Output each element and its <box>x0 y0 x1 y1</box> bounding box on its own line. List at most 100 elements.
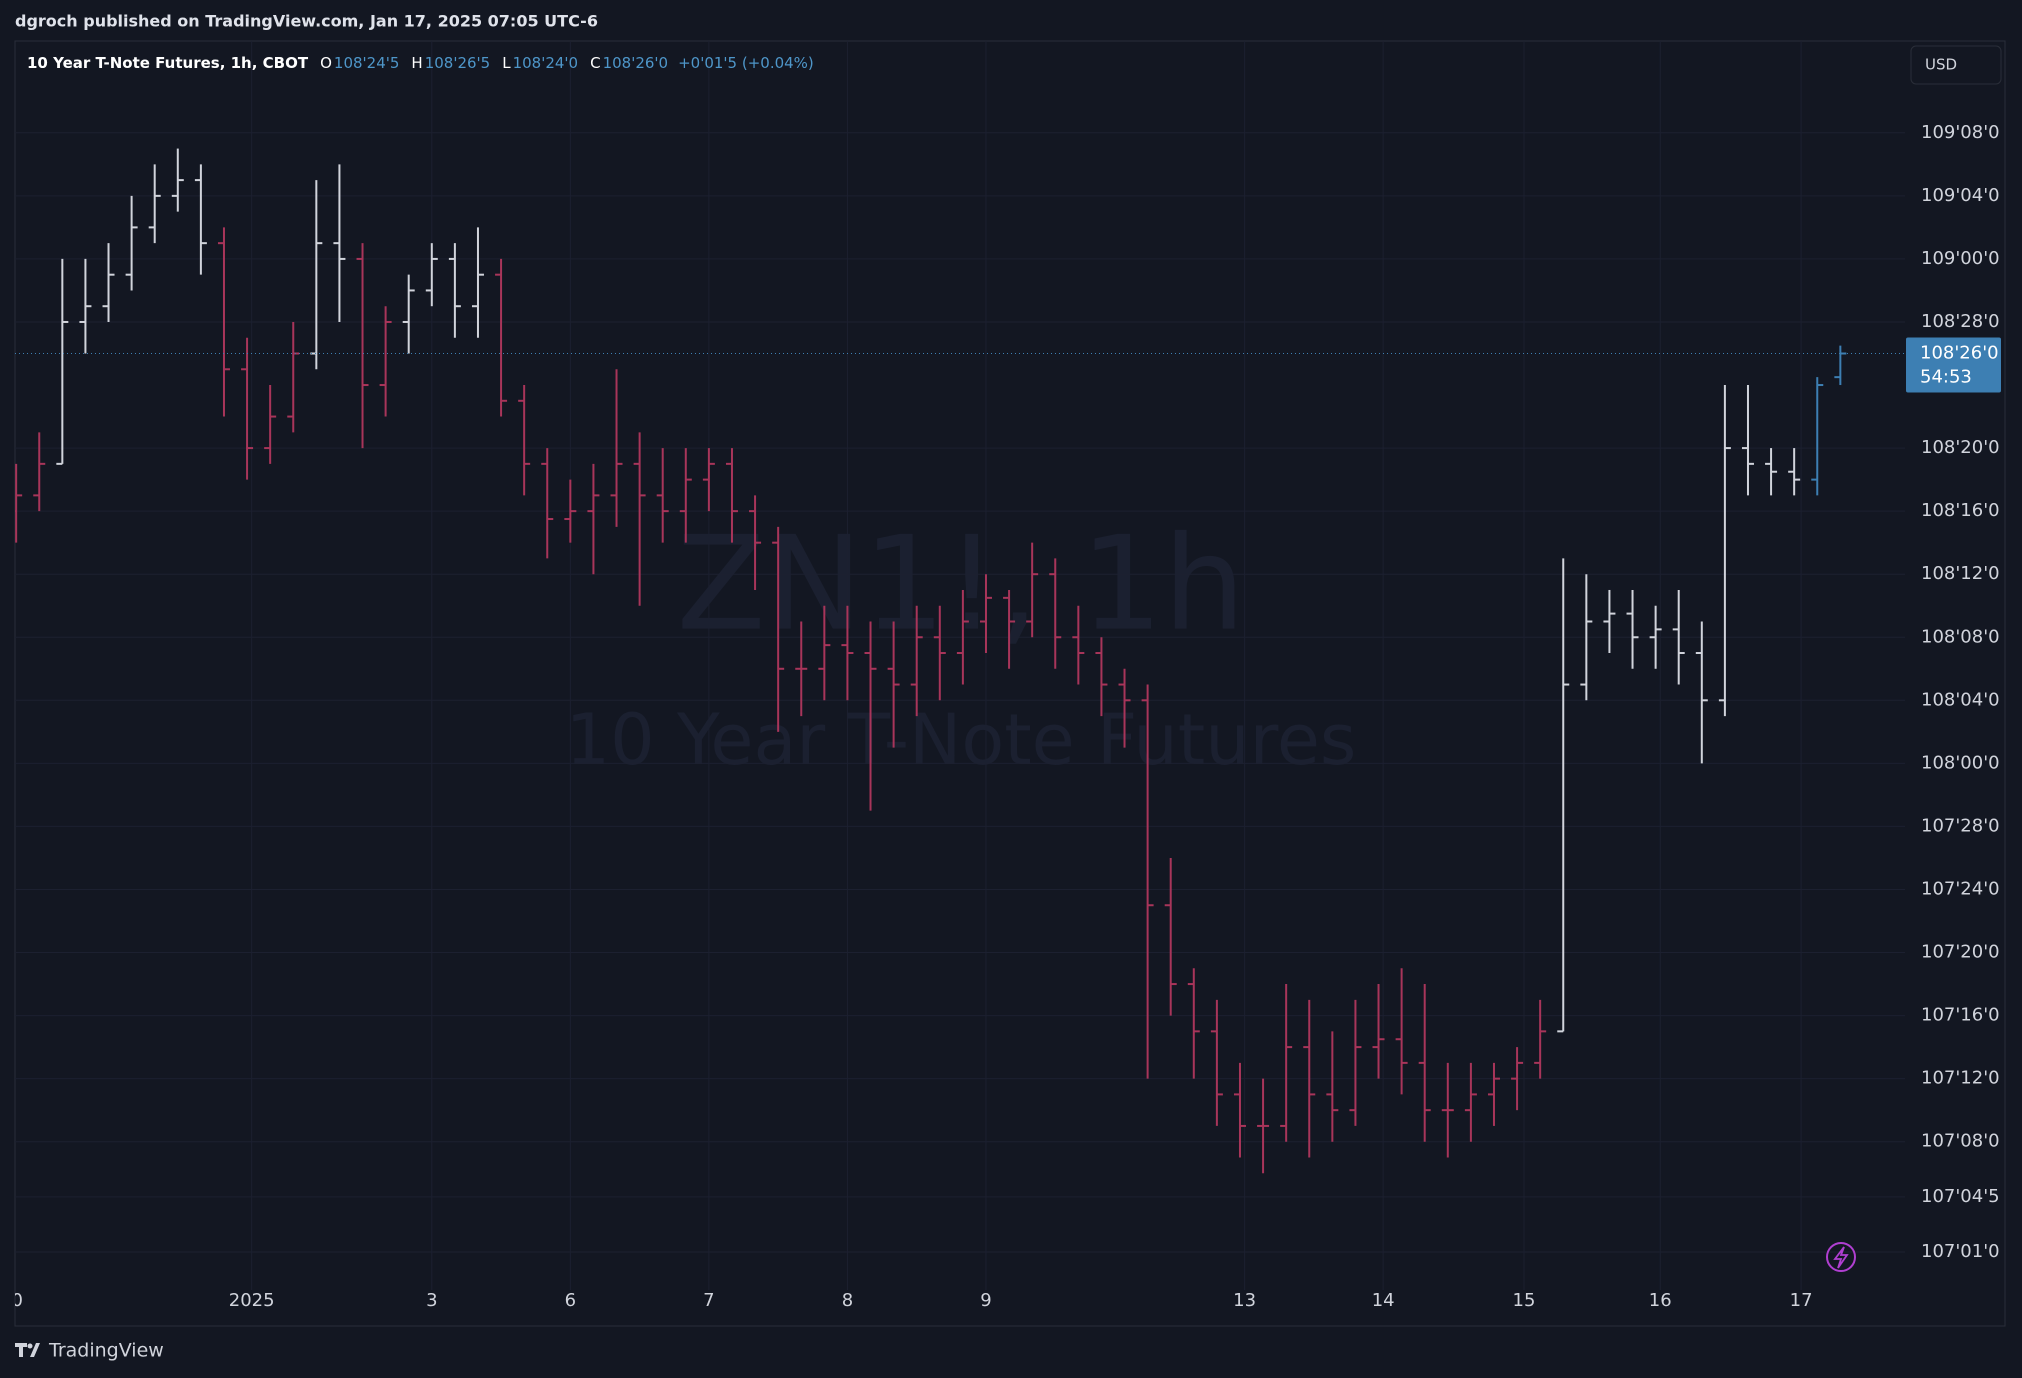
ohlc-bar <box>864 621 877 811</box>
legend-key: H <box>411 54 422 72</box>
legend-value: 108'26'0 <box>603 54 669 72</box>
ohlc-bar <box>79 258 92 354</box>
y-tick-label: 108'28'0 <box>1921 311 2000 332</box>
grid <box>15 41 1905 1290</box>
y-tick-label: 108'00'0 <box>1921 752 2000 773</box>
ohlc-bar <box>1649 605 1662 669</box>
ohlc-bar <box>333 164 346 322</box>
ohlc-bar <box>887 621 900 748</box>
publisher-line: dgroch published on TradingView.com, Jan… <box>15 12 598 31</box>
legend-title: 10 Year T-Note Futures, 1h, CBOT <box>27 54 309 72</box>
y-tick-label: 109'08'0 <box>1921 122 2000 143</box>
currency-label[interactable]: USD <box>1925 56 1957 74</box>
x-tick-label: 9 <box>980 1290 991 1311</box>
ohlc-bar <box>1372 984 1385 1079</box>
ohlc-bar <box>1395 968 1408 1095</box>
price-axis: 109'08'0 109'04'0 109'00'0 108'28'0 108'20'0… <box>1921 122 2000 1262</box>
ohlc-bar <box>1026 542 1039 638</box>
ohlc-bar <box>725 448 738 543</box>
ohlc-bar <box>956 589 969 685</box>
x-tick-label: 30 <box>0 1290 23 1311</box>
ohlc-bar <box>264 385 277 464</box>
ohlc-bar <box>1718 385 1731 717</box>
ohlc-bar <box>1303 999 1316 1158</box>
ohlc-bar <box>102 243 115 322</box>
y-tick-label: 107'04'5 <box>1921 1186 2000 1207</box>
ohlc-bar <box>1118 668 1131 748</box>
ohlc-bar <box>1603 589 1616 654</box>
brand-name[interactable]: TradingView <box>48 1340 164 1362</box>
logo-mark[interactable] <box>15 1343 40 1357</box>
y-tick-label: 107'12'0 <box>1921 1068 2000 1089</box>
ohlc-bar <box>1487 1062 1500 1126</box>
bars <box>15 148 1905 1174</box>
y-tick-label: 108'16'0 <box>1921 500 2000 521</box>
footer-logo[interactable]: TradingView <box>15 1340 164 1362</box>
ohlc-bar <box>1511 1047 1524 1111</box>
ohlc-bar <box>1695 621 1708 764</box>
ohlc-bar <box>1257 1078 1270 1174</box>
alert-bolt[interactable] <box>1833 1246 1849 1269</box>
x-tick-label: 8 <box>842 1290 853 1311</box>
x-tick-label: 13 <box>1233 1290 1256 1311</box>
ohlc-bar <box>495 258 508 417</box>
x-tick-label: 6 <box>565 1290 576 1311</box>
y-tick-label: 107'20'0 <box>1921 942 2000 963</box>
ohlc-bar <box>1141 684 1154 1079</box>
x-tick-label: 14 <box>1372 1290 1395 1311</box>
ohlc-bar <box>1418 984 1431 1142</box>
y-tick-label: 108'04'0 <box>1921 689 2000 710</box>
legend-change: +0'01'5 (+0.04%) <box>678 54 814 72</box>
ohlc-bar <box>795 621 808 717</box>
logo-dot[interactable] <box>27 1343 33 1349</box>
watermark-name: 10 Year T-Note Futures <box>566 699 1357 781</box>
alert-circle[interactable] <box>1826 1242 1856 1272</box>
ohlc-bar <box>1557 558 1570 1033</box>
price-box-countdown: 54:53 <box>1920 367 1972 388</box>
ohlc-bar <box>1672 589 1685 685</box>
ohlc-bar <box>471 227 484 338</box>
ohlc-bar <box>194 164 207 275</box>
y-tick-label: 109'04'0 <box>1921 185 2000 206</box>
ohlc-bar <box>749 495 762 590</box>
alert-icon[interactable] <box>1826 1242 1856 1272</box>
ohlc-bar <box>979 574 992 654</box>
ohlc-bar <box>1811 377 1824 496</box>
ohlc-bar <box>1187 968 1200 1079</box>
ohlc-bar <box>15 463 23 543</box>
price-box-label: 108'26'0 <box>1920 343 1999 364</box>
legend-key: L <box>502 54 511 72</box>
ohlc-bar <box>33 432 46 512</box>
y-tick-label: 108'08'0 <box>1921 626 2000 647</box>
ohlc-bar <box>402 274 415 354</box>
y-tick-label: 109'00'0 <box>1921 248 2000 269</box>
ohlc-bar <box>841 605 854 701</box>
ohlc-bar <box>1741 385 1754 496</box>
y-tick-label: 107'01'0 <box>1921 1241 2000 1262</box>
ohlc-bar <box>241 337 254 480</box>
ohlc-bar <box>1534 999 1547 1079</box>
ohlc-bar <box>1049 558 1062 669</box>
watermark-symbol: ZN1!, 1h <box>677 508 1246 660</box>
ohlc-bar <box>1765 448 1778 496</box>
ohlc-bar <box>425 243 438 307</box>
ohlc-bar <box>1580 574 1593 701</box>
x-tick-label: 17 <box>1790 1290 1813 1311</box>
ohlc-bar <box>633 432 646 606</box>
y-tick-label: 107'08'0 <box>1921 1131 2000 1152</box>
legend-key: C <box>590 54 600 72</box>
ohlc-bar <box>1072 605 1085 685</box>
ohlc-bar <box>448 243 461 338</box>
legend-key: O <box>320 54 332 72</box>
ohlc-bar <box>610 369 623 527</box>
ohlc-bar <box>1441 1062 1454 1158</box>
currency-button[interactable] <box>1910 45 2002 85</box>
x-tick-label: 7 <box>703 1290 714 1311</box>
legend-row: 10 Year T-Note Futures, 1h, CBOT O 108'24'… <box>27 54 814 72</box>
price-box <box>1906 337 2001 393</box>
ohlc-bar <box>1095 637 1108 717</box>
x-tick-label: 3 <box>426 1290 437 1311</box>
ohlc-bar <box>910 605 923 717</box>
ohlc-bar <box>1626 589 1639 669</box>
